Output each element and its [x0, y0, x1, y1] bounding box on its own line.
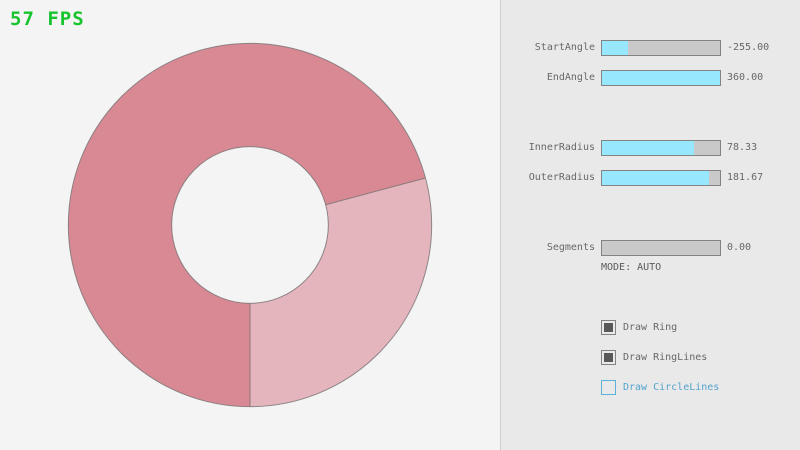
startangle-slider[interactable] [601, 40, 721, 56]
checkbox-draw-ringlines[interactable]: Draw RingLines [601, 350, 781, 366]
innerradius-value: 78.33 [727, 142, 758, 153]
checkbox-label: Draw CircleLines [623, 382, 720, 393]
segments-mode-text: MODE: AUTO [601, 262, 662, 273]
startangle-label: StartAngle [534, 42, 595, 53]
slider-row-outerradius: OuterRadius 181.67 [501, 170, 800, 186]
endangle-label: EndAngle [546, 72, 595, 83]
innerradius-label: InnerRadius [528, 142, 595, 153]
innerradius-slider-fill [602, 141, 695, 155]
outerradius-label: OuterRadius [528, 172, 595, 183]
slider-row-endangle: EndAngle 360.00 [501, 70, 800, 86]
outerradius-slider[interactable] [601, 170, 721, 186]
slider-row-startangle: StartAngle -255.00 [501, 40, 800, 56]
endangle-slider[interactable] [601, 70, 721, 86]
segments-value: 0.00 [727, 242, 752, 253]
checkbox-box[interactable] [601, 380, 616, 395]
startangle-slider-fill [602, 41, 628, 55]
innerradius-slider[interactable] [601, 140, 721, 156]
checkbox-draw-circlelines[interactable]: Draw CircleLines [601, 380, 781, 396]
checkbox-label: Draw RingLines [623, 352, 708, 363]
segments-label: Segments [546, 242, 595, 253]
checkbox-box[interactable] [601, 320, 616, 335]
checkbox-box[interactable] [601, 350, 616, 365]
checkbox-draw-ring[interactable]: Draw Ring [601, 320, 781, 336]
fps-counter: 57 FPS [10, 8, 85, 30]
slider-row-innerradius: InnerRadius 78.33 [501, 140, 800, 156]
startangle-value: -255.00 [727, 42, 770, 53]
control-panel: StartAngle -255.00 EndAngle 360.00 Inner… [500, 0, 800, 450]
endangle-value: 360.00 [727, 72, 764, 83]
checkbox-label: Draw Ring [623, 322, 678, 333]
endangle-slider-fill [602, 71, 720, 85]
segments-slider[interactable] [601, 240, 721, 256]
outerradius-value: 181.67 [727, 172, 764, 183]
outerradius-slider-fill [602, 171, 710, 185]
slider-row-segments: Segments 0.00 [501, 240, 800, 256]
